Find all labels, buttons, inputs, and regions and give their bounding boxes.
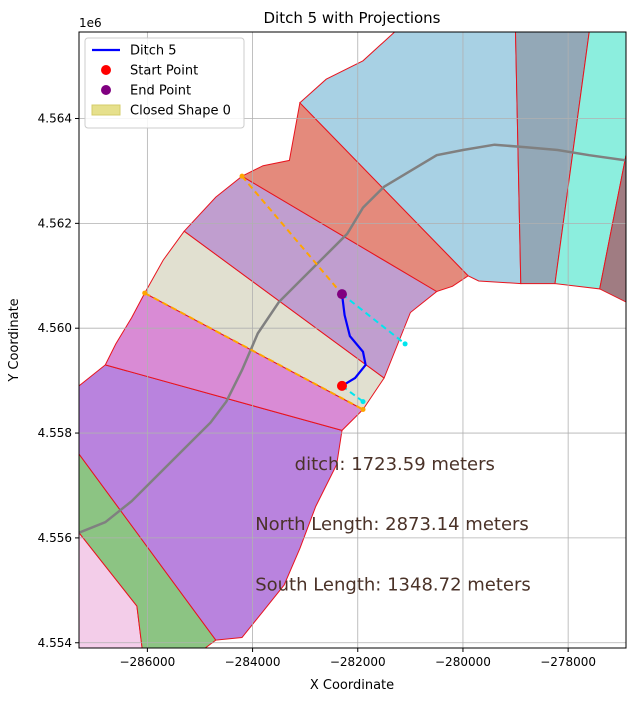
axes-frame xyxy=(78,31,627,649)
y-tick-label-1: 4.556 xyxy=(38,531,72,545)
y-offset-label: 1e6 xyxy=(79,16,102,30)
annotation-text-1: North Length: 2873.14 meters xyxy=(255,514,529,535)
legend-swatch-patch xyxy=(91,104,121,116)
orange-line-endpoint-0-0 xyxy=(142,290,148,296)
legend: Ditch 5 Start Point End Point Closed Shape … xyxy=(84,37,245,129)
legend-box xyxy=(84,37,245,129)
chart-title: Ditch 5 with Projections xyxy=(263,9,440,27)
x-tick-label-3: −280000 xyxy=(435,655,491,669)
legend-label-0: Ditch 5 xyxy=(130,44,177,59)
end-point-marker xyxy=(336,289,347,300)
region-polygon-7 xyxy=(299,32,522,285)
plot-area: ditch: 1723.59 meters North Length: 2873.… xyxy=(38,31,627,669)
y-tick-label-5: 4.564 xyxy=(38,112,72,126)
x-tick-label-4: −278000 xyxy=(540,655,596,669)
ditch-5-line xyxy=(340,293,367,387)
cyan-line-endpoint-0 xyxy=(360,399,366,405)
orange-line-endpoint-1-0 xyxy=(239,173,245,179)
x-tick-label-1: −284000 xyxy=(225,655,281,669)
annotation-text-2: South Length: 1348.72 meters xyxy=(255,574,531,595)
y-tick-label-2: 4.558 xyxy=(38,426,72,440)
gray-path-line xyxy=(79,143,626,534)
y-tick-label-0: 4.554 xyxy=(38,636,72,650)
annotation-text-0: ditch: 1723.59 meters xyxy=(295,454,495,475)
orange-projection-line-0 xyxy=(144,292,364,411)
legend-label-2: End Point xyxy=(130,84,191,99)
y-tick-label-4: 4.562 xyxy=(38,216,72,230)
start-point-marker xyxy=(336,380,347,391)
region-polygon-10 xyxy=(599,155,626,303)
y-tick-label-3: 4.560 xyxy=(38,321,72,335)
legend-label-3: Closed Shape 0 xyxy=(130,104,231,119)
x-tick-label-2: −282000 xyxy=(330,655,386,669)
x-tick-label-0: −286000 xyxy=(119,655,175,669)
cyan-projection-line-1 xyxy=(341,293,406,345)
orange-line-endpoint-0-1 xyxy=(360,406,366,412)
cyan-line-endpoint-1 xyxy=(402,341,408,347)
legend-swatch-dot-2 xyxy=(101,85,111,95)
plot-clip-group xyxy=(79,32,626,648)
x-axis-label: X Coordinate xyxy=(310,678,394,693)
legend-swatch-dot-1 xyxy=(101,65,111,75)
legend-label-1: Start Point xyxy=(130,64,198,79)
orange-projection-line-1 xyxy=(241,175,343,295)
y-axis-label: Y Coordinate xyxy=(7,298,22,382)
